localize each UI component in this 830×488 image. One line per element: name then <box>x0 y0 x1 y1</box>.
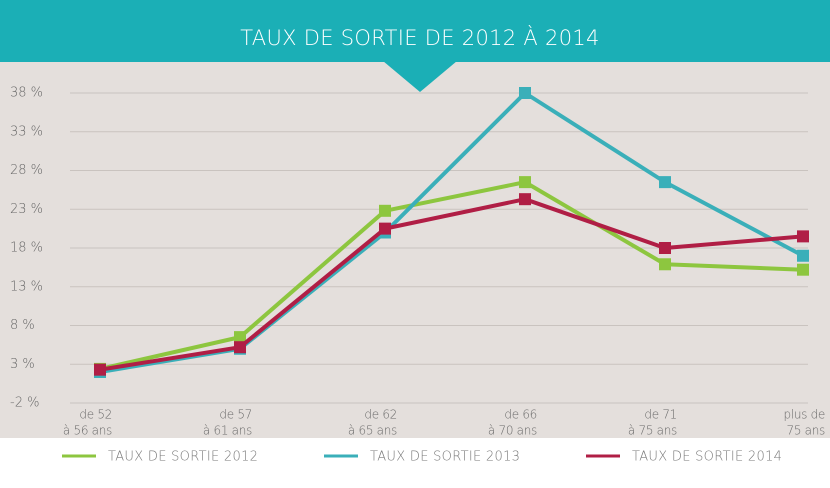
y-tick-label: 3 % <box>10 357 35 372</box>
x-tick-label: à 65 ans <box>348 424 397 438</box>
point-marker <box>659 176 671 189</box>
x-tick-label: de 62 <box>364 408 397 422</box>
x-tick-label: de 71 <box>644 408 677 422</box>
y-tick-label: 18 % <box>10 241 43 256</box>
point-marker <box>379 204 391 217</box>
grid: -2 % 3 % 8 % 13 % 18 % 23 % 28 % 33 % 38 % de 52 à… <box>10 86 825 438</box>
point-marker <box>797 230 809 243</box>
x-tick-label: de 52 <box>79 408 112 422</box>
x-tick-label: plus de <box>783 408 825 422</box>
header-pointer <box>383 61 457 92</box>
y-tick-label: 8 % <box>10 318 35 333</box>
y-tick-label: 23 % <box>10 202 43 217</box>
x-tick-label: 75 ans <box>787 424 826 438</box>
x-tick-label: à 70 ans <box>488 424 537 438</box>
legend-label: TAUX DE SORTIE 2014 <box>632 450 782 465</box>
legend-label: TAUX DE SORTIE 2012 <box>108 450 258 465</box>
chart-title: TAUX DE SORTIE DE 2012 À 2014 <box>240 25 599 50</box>
x-tick-label: de 66 <box>504 408 537 422</box>
legend-label: TAUX DE SORTIE 2013 <box>370 450 520 465</box>
series-line <box>99 197 804 372</box>
y-tick-label: 13 % <box>10 279 43 294</box>
x-tick-label: à 61 ans <box>203 424 252 438</box>
point-marker <box>94 363 106 376</box>
point-marker <box>519 87 531 99</box>
x-tick-label: de 57 <box>219 408 252 422</box>
legend: TAUX DE SORTIE 2012 TAUX DE SORTIE 2013 TA… <box>62 450 782 465</box>
point-marker <box>659 258 671 271</box>
x-tick-label: à 75 ans <box>628 424 677 438</box>
point-marker <box>519 176 531 189</box>
point-marker <box>659 242 671 254</box>
header-band <box>0 0 830 62</box>
point-marker <box>797 249 809 262</box>
point-marker <box>797 263 809 276</box>
plot-background <box>0 62 830 438</box>
point-marker <box>379 222 391 235</box>
point-marker <box>234 331 246 344</box>
point-marker <box>234 341 246 354</box>
y-tick-label: 33 % <box>10 124 43 139</box>
y-tick-label: 28 % <box>10 163 43 178</box>
y-tick-label: 38 % <box>10 86 43 101</box>
plot <box>94 87 809 378</box>
point-marker <box>519 193 531 206</box>
y-tick-label: -2 % <box>10 396 39 411</box>
x-tick-label: à 56 ans <box>63 424 112 438</box>
series-line <box>99 180 804 371</box>
